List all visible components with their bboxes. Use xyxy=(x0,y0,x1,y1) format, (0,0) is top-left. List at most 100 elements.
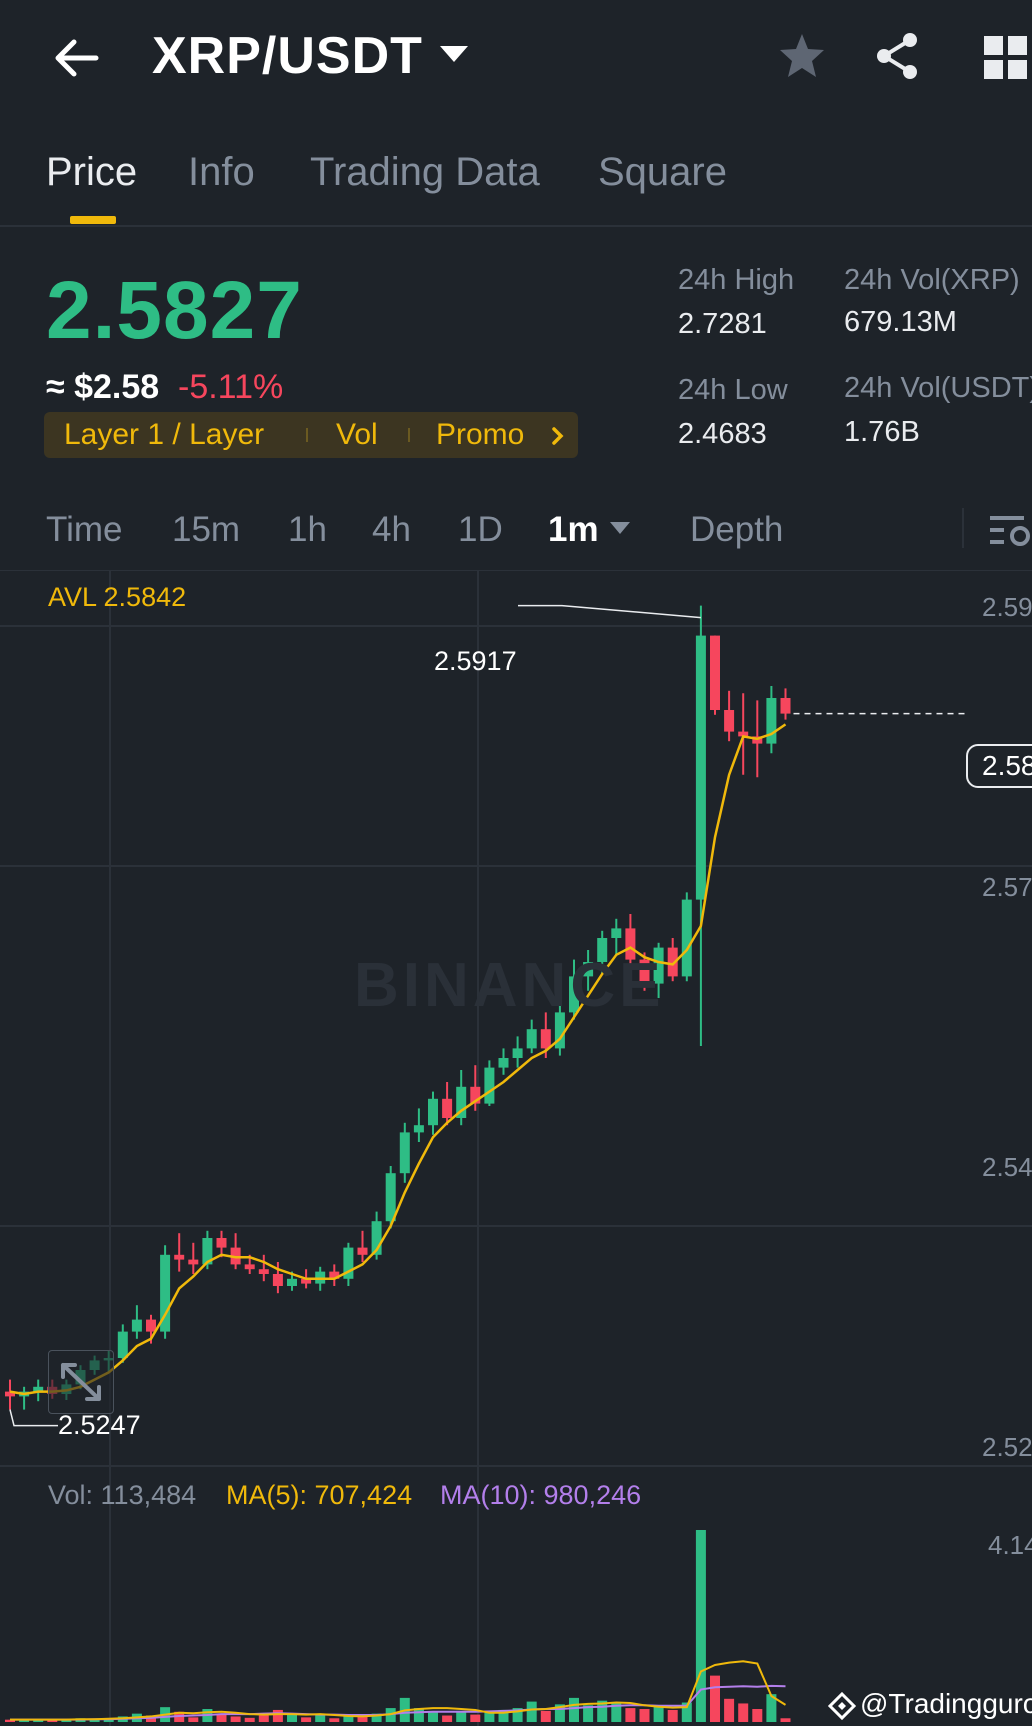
volume-bar xyxy=(484,1712,495,1722)
candle-body xyxy=(357,1247,368,1255)
stat-vol-usdt-label: 24h Vol(USDT) xyxy=(844,372,1032,404)
tag-layer[interactable]: Layer 1 / Layer xyxy=(64,418,265,451)
tab-info[interactable]: Info xyxy=(188,150,255,194)
volume-bar xyxy=(89,1718,100,1722)
volume-bar xyxy=(625,1708,636,1722)
expand-chart-button[interactable] xyxy=(48,1350,114,1414)
candle-body xyxy=(484,1067,495,1104)
credit-text: @Tradingguro xyxy=(860,1688,1032,1719)
y-axis-label: 2.57 xyxy=(982,872,1032,902)
volume-bar xyxy=(498,1709,509,1722)
tag-bar[interactable] xyxy=(44,412,578,458)
candle-body xyxy=(329,1271,340,1279)
tab-trading-data[interactable]: Trading Data xyxy=(310,150,540,194)
chevron-right-icon[interactable] xyxy=(548,424,568,448)
stat-low-value: 2.4683 xyxy=(678,418,767,450)
chart-settings-icon[interactable] xyxy=(988,508,1032,552)
interval-time[interactable]: Time xyxy=(46,510,123,549)
star-icon[interactable] xyxy=(776,30,828,82)
volume-bar xyxy=(583,1705,594,1722)
candle-body xyxy=(470,1086,481,1104)
candle-body xyxy=(611,928,622,938)
tab-price[interactable]: Price xyxy=(46,150,138,194)
volume-bar xyxy=(540,1710,551,1722)
interval-4h[interactable]: 4h xyxy=(372,510,411,549)
candle-body xyxy=(244,1264,255,1270)
tag-promo[interactable]: Promo xyxy=(436,418,525,451)
candlestick-chart[interactable] xyxy=(0,570,1032,1726)
volume-bar xyxy=(738,1703,749,1722)
candle-body xyxy=(33,1386,44,1392)
candle-body xyxy=(583,962,594,977)
volume-bar xyxy=(428,1711,438,1722)
low-marker-line xyxy=(9,1409,58,1427)
stat-high-value: 2.7281 xyxy=(678,308,767,340)
volume-bar xyxy=(442,1715,453,1722)
tag-separator xyxy=(306,428,308,442)
ma10-label: MA(10): 980,246 xyxy=(440,1480,642,1510)
volume-bar xyxy=(315,1715,326,1722)
caret-down-icon[interactable] xyxy=(440,46,468,62)
volume-bar xyxy=(33,1719,44,1722)
tag-vol[interactable]: Vol xyxy=(336,418,378,451)
candle-body xyxy=(301,1278,312,1284)
tab-square[interactable]: Square xyxy=(598,150,727,194)
candle-body xyxy=(653,947,664,984)
candle-body xyxy=(738,731,749,737)
candle-body xyxy=(724,710,735,732)
high-marker-label: 2.5917 xyxy=(434,646,517,676)
volume-bar xyxy=(752,1709,763,1722)
volume-bar xyxy=(710,1675,720,1722)
interval-1h[interactable]: 1h xyxy=(288,510,327,549)
current-price-tag[interactable] xyxy=(966,744,1032,788)
change-percent: -5.11% xyxy=(178,368,284,406)
active-tab-indicator xyxy=(70,216,116,224)
candle-body xyxy=(780,698,791,714)
candle-body xyxy=(710,635,720,710)
candle-body xyxy=(512,1048,523,1058)
interval-1m[interactable]: 1m xyxy=(548,510,599,549)
candle-body xyxy=(695,635,706,900)
interval-1d[interactable]: 1D xyxy=(458,510,503,549)
high-marker-line xyxy=(518,604,701,619)
candle-body xyxy=(272,1274,283,1286)
stat-low-label: 24h Low xyxy=(678,374,788,406)
candle-body xyxy=(131,1319,142,1332)
volume-label: Vol: 113,484 xyxy=(48,1480,197,1510)
interval-caret-icon[interactable] xyxy=(610,522,630,534)
last-price: 2.5827 xyxy=(46,265,303,356)
volume-bar xyxy=(724,1698,735,1722)
pair-title[interactable]: XRP/USDT xyxy=(152,27,423,85)
interval-depth[interactable]: Depth xyxy=(690,510,784,549)
candle-body xyxy=(456,1086,467,1118)
binance-logo-icon xyxy=(828,1692,856,1720)
volume-bar xyxy=(244,1717,255,1722)
stat-vol-usdt-value: 1.76B xyxy=(844,416,920,448)
candle-body xyxy=(258,1269,269,1274)
back-arrow-icon[interactable] xyxy=(48,30,104,86)
volume-bar xyxy=(329,1718,340,1722)
volume-bar xyxy=(287,1714,297,1722)
volume-bar xyxy=(103,1719,114,1722)
stat-vol-xrp-value: 679.13M xyxy=(844,306,957,338)
volume-bar xyxy=(653,1706,664,1722)
share-icon[interactable] xyxy=(872,30,924,82)
ma5-label: MA(5): 707,424 xyxy=(226,1480,413,1510)
low-marker-label: 2.5247 xyxy=(58,1410,141,1440)
candle-body xyxy=(625,928,636,960)
candle-body xyxy=(554,1012,565,1049)
volume-bar xyxy=(667,1709,678,1722)
volume-bar xyxy=(301,1717,312,1722)
interval-15m[interactable]: 15m xyxy=(172,510,241,549)
grid-icon[interactable] xyxy=(984,36,1028,80)
candle-body xyxy=(498,1058,509,1068)
candle-body xyxy=(526,1029,537,1049)
volume-bar xyxy=(272,1709,283,1722)
candle-body xyxy=(287,1278,297,1286)
volume-bar xyxy=(343,1714,354,1722)
candle-body xyxy=(639,959,650,984)
volume-bar xyxy=(456,1710,467,1722)
tag-separator xyxy=(408,428,410,442)
current-price-tag-text: 2.58 xyxy=(982,750,1032,781)
expand-icon xyxy=(61,1363,101,1401)
